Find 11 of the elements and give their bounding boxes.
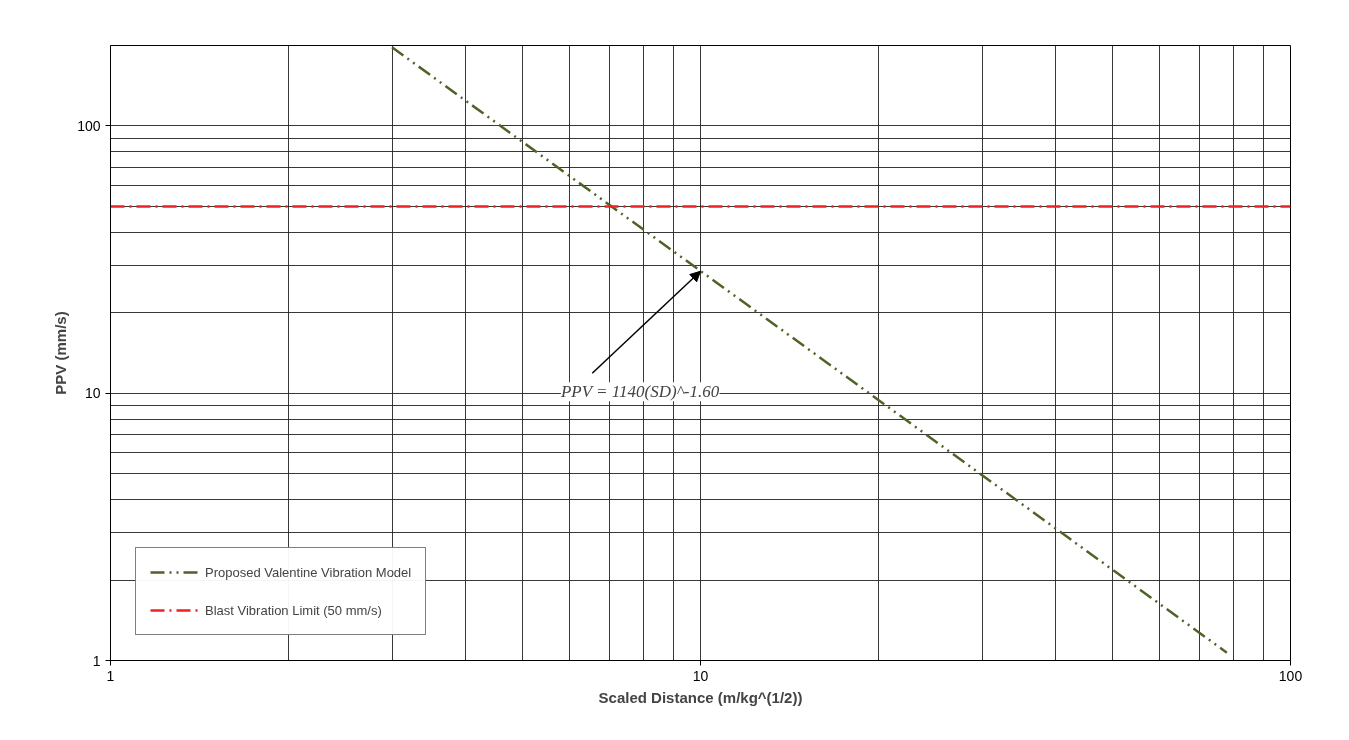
legend-label: Proposed Valentine Vibration Model <box>205 564 412 580</box>
legend-label: Blast Vibration Limit (50 mm/s) <box>205 602 382 618</box>
x-tick-label: 10 <box>692 667 709 684</box>
x-axis-title: Scaled Distance (m/kg^(1/2)) <box>598 688 803 706</box>
y-tick-label: 100 <box>77 117 101 134</box>
x-tick-label: 1 <box>106 667 115 684</box>
y-axis-title: PPV (mm/s) <box>52 311 70 395</box>
y-tick-label: 10 <box>84 385 101 402</box>
annotation: PPV = 1140(SD)^-1.60 <box>559 382 720 402</box>
x-tick-label: 100 <box>1278 667 1303 684</box>
y-tick-label: 1 <box>92 652 101 669</box>
